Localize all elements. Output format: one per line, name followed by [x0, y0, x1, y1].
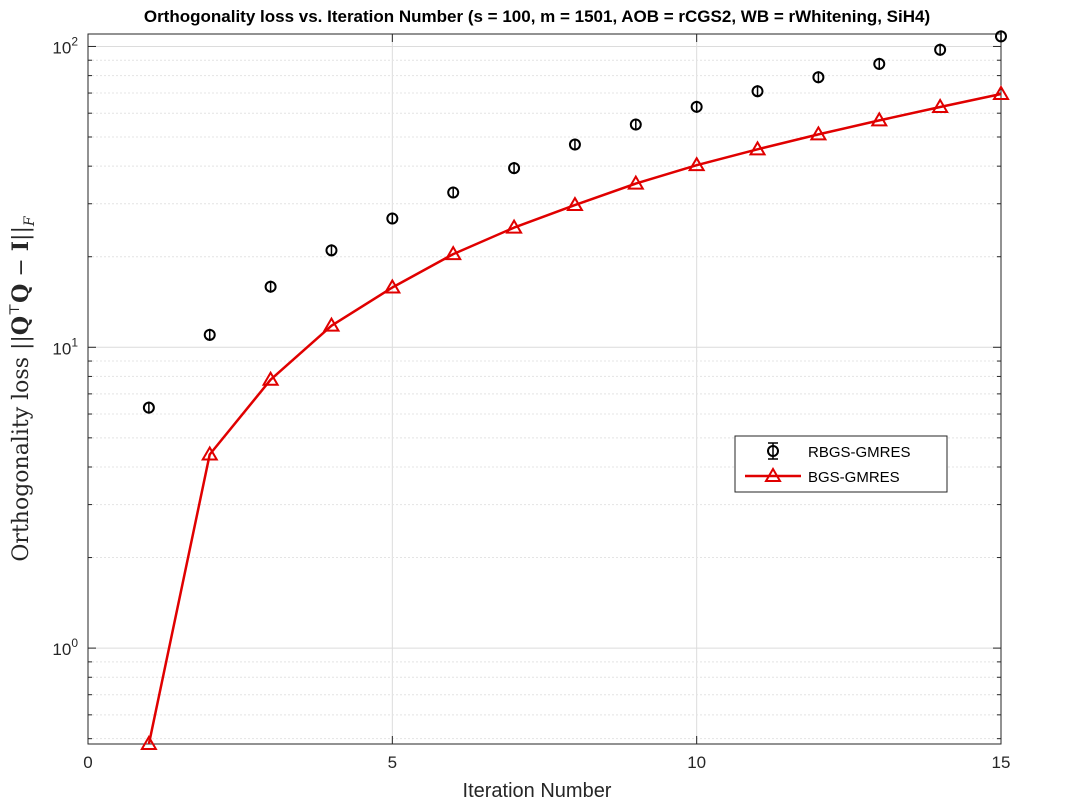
data-point-triangle — [444, 245, 462, 261]
y-axis-label-q1: Q — [8, 316, 34, 335]
y-tick-label: 101 — [52, 335, 78, 358]
minor-gridlines — [88, 59, 1001, 740]
data-point-circle — [751, 85, 764, 98]
data-point-triangle — [322, 316, 341, 332]
series-bgs-gmres — [140, 85, 1010, 750]
x-tick-label: 15 — [992, 753, 1011, 772]
data-point-triangle — [931, 98, 949, 114]
data-point-triangle — [200, 445, 219, 461]
data-point-triangle — [566, 196, 584, 212]
y-axis-label-transpose: ⊤ — [7, 303, 23, 316]
legend-triangle-marker-icon — [764, 467, 782, 482]
x-tick-label: 0 — [83, 753, 92, 772]
series-line — [147, 92, 1002, 745]
data-point-circle — [568, 138, 581, 151]
series-rbgs-gmres — [142, 30, 1007, 414]
legend-label-bgs-gmres: BGS-GMRES — [808, 469, 900, 486]
legend: RBGS-GMRES BGS-GMRES — [734, 435, 948, 493]
data-point-triangle — [809, 125, 828, 141]
data-point-triangle — [748, 140, 767, 156]
y-axis-label-norm-open: || — [9, 335, 34, 350]
data-point-triangle — [870, 111, 889, 127]
x-tick-label: 5 — [388, 753, 397, 772]
data-point-triangle — [687, 156, 706, 172]
data-point-circle — [995, 30, 1007, 43]
y-tick-label: 100 — [52, 636, 78, 659]
y-axis-label-norm-close: || — [9, 226, 34, 241]
data-point-triangle — [992, 85, 1010, 100]
data-point-circle — [325, 244, 338, 257]
y-axis-label-minus: − — [9, 251, 34, 283]
data-point-circle — [264, 280, 277, 293]
data-point-triangle — [627, 174, 645, 190]
y-tick-labels: 100 101 102 — [52, 34, 78, 659]
series-layer — [140, 30, 1010, 750]
chart-title: Orthogonality loss vs. Iteration Number … — [144, 7, 930, 26]
axis-ticks — [87, 34, 1002, 744]
data-point-triangle — [140, 735, 158, 750]
data-point-circle — [447, 186, 460, 199]
data-point-circle — [629, 118, 642, 131]
y-axis-label-identity: I — [8, 241, 34, 251]
data-point-circle — [203, 328, 216, 341]
y-axis-label-prefix: Orthogonality loss — [9, 350, 34, 562]
data-point-triangle — [383, 278, 402, 294]
data-point-circle — [873, 57, 886, 70]
data-point-circle — [508, 162, 521, 175]
data-point-triangle — [261, 370, 280, 386]
data-point-circle — [690, 100, 703, 113]
legend-entry-bgs-gmres: BGS-GMRES — [745, 467, 900, 486]
legend-label-rbgs-gmres: RBGS-GMRES — [808, 444, 911, 461]
data-point-circle — [934, 43, 947, 56]
y-axis-label-q2: Q — [8, 284, 34, 303]
x-tick-label: 10 — [687, 753, 706, 772]
major-gridlines — [87, 34, 1002, 744]
data-point-circle — [142, 401, 155, 414]
y-axis-label: Orthogonality loss ||Q⊤Q − I||F — [7, 215, 38, 562]
legend-circle-marker-icon — [767, 445, 779, 457]
x-axis-label: Iteration Number — [463, 780, 612, 801]
x-tick-labels: 0 5 10 15 — [83, 753, 1010, 772]
data-point-circle — [812, 71, 825, 84]
data-point-triangle — [505, 218, 523, 234]
data-point-circle — [386, 212, 399, 225]
plot-area — [87, 33, 1002, 745]
legend-entry-rbgs-gmres: RBGS-GMRES — [767, 442, 911, 461]
y-tick-label: 102 — [52, 34, 78, 57]
y-axis-label-subscript: F — [22, 215, 38, 227]
legend-box — [734, 435, 948, 493]
